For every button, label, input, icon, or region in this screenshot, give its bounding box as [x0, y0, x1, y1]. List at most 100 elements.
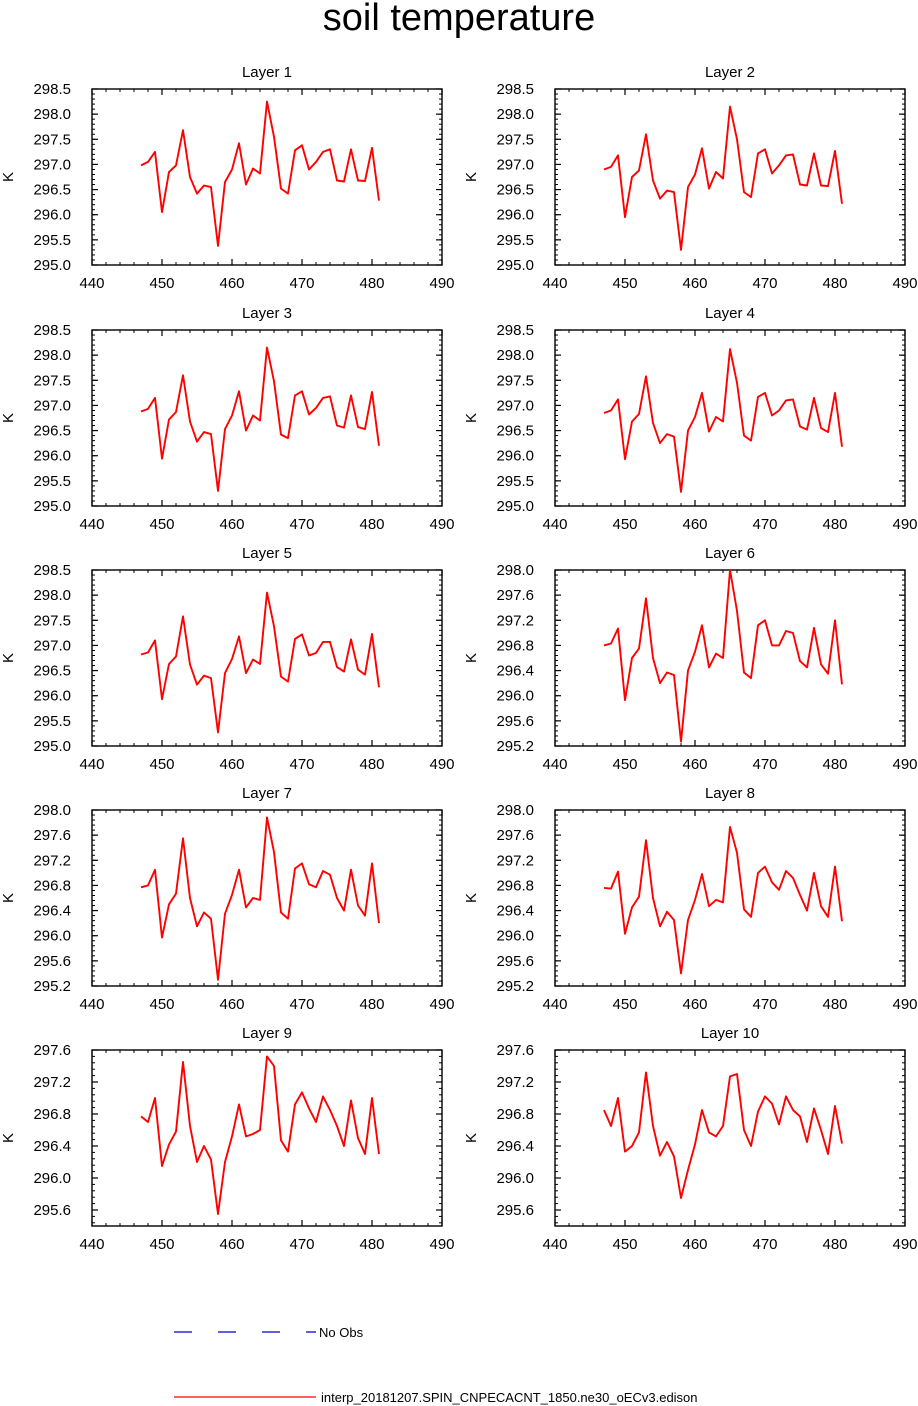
x-tick-label: 450 — [149, 275, 174, 292]
panel-layer-10: Layer 10 K 440 450 460 470 480 490 295.6 296.0 296… — [463, 1025, 918, 1253]
x-tick-label: 450 — [612, 1236, 637, 1253]
y-tick-label: 296.8 — [496, 637, 534, 654]
y-tick-label: 295.5 — [496, 232, 534, 249]
x-tick-label: 490 — [429, 996, 454, 1013]
y-tick-label: 298.0 — [33, 802, 71, 819]
x-tick-label: 490 — [429, 275, 454, 292]
x-tick-label: 480 — [359, 516, 384, 533]
y-tick-label: 298.5 — [33, 562, 71, 579]
x-tick-label: 440 — [79, 516, 104, 533]
y-tick-label: 296.8 — [496, 1106, 534, 1123]
y-tick-label: 297.6 — [33, 827, 71, 844]
legend-model-label: interp_20181207.SPIN_CNPECACNT_1850.ne30… — [321, 1390, 698, 1405]
y-tick-label: 297.2 — [33, 1074, 71, 1091]
panel-title: Layer 2 — [705, 64, 755, 81]
x-tick-label: 480 — [359, 996, 384, 1013]
x-tick-label: 480 — [822, 996, 847, 1013]
y-tick-label: 296.0 — [33, 688, 71, 705]
y-tick-label: 296.4 — [33, 1138, 71, 1155]
x-tick-label: 450 — [612, 756, 637, 773]
plot-frame — [554, 329, 906, 507]
panel-title: Layer 7 — [242, 785, 292, 802]
x-tick-label: 460 — [682, 756, 707, 773]
y-tick-label: 295.0 — [496, 257, 534, 274]
x-tick-label: 490 — [429, 1236, 454, 1253]
y-tick-label: 297.0 — [33, 637, 71, 654]
x-tick-label: 480 — [359, 756, 384, 773]
plot-frame — [91, 809, 443, 987]
x-tick-label: 480 — [822, 275, 847, 292]
y-tick-label: 295.5 — [33, 232, 71, 249]
x-tick-label: 490 — [429, 756, 454, 773]
plot-frame — [91, 569, 443, 747]
y-tick-label: 297.6 — [496, 827, 534, 844]
y-axis-label: K — [0, 893, 17, 903]
y-tick-label: 295.5 — [496, 473, 534, 490]
y-tick-label: 297.2 — [496, 1074, 534, 1091]
plot-frame — [554, 88, 906, 266]
panel-layer-8: Layer 8 K 440 450 460 470 480 490 295.2 295.6 296.… — [463, 785, 918, 1013]
y-tick-label: 298.0 — [33, 106, 71, 123]
x-tick-label: 440 — [542, 275, 567, 292]
x-tick-label: 450 — [149, 996, 174, 1013]
y-tick-label: 298.0 — [33, 587, 71, 604]
y-tick-label: 298.0 — [496, 802, 534, 819]
plot-frame — [554, 569, 906, 747]
y-tick-label: 295.2 — [496, 978, 534, 995]
panel-layer-1: Layer 1 K 440 450 460 470 480 490 295.0 295.5 296.… — [0, 64, 455, 292]
y-tick-label: 296.0 — [33, 207, 71, 224]
y-axis-label: K — [0, 653, 17, 663]
y-tick-label: 296.0 — [496, 1170, 534, 1187]
y-tick-label: 296.8 — [496, 877, 534, 894]
plot-frame — [91, 1049, 443, 1227]
y-tick-label: 297.0 — [33, 156, 71, 173]
x-tick-label: 460 — [219, 996, 244, 1013]
y-tick-label: 295.0 — [33, 257, 71, 274]
y-tick-label: 295.6 — [496, 953, 534, 970]
x-tick-label: 450 — [149, 516, 174, 533]
y-tick-label: 295.6 — [496, 1202, 534, 1219]
x-tick-label: 460 — [219, 1236, 244, 1253]
panel-title: Layer 5 — [242, 545, 292, 562]
plot-frame — [91, 88, 443, 266]
x-tick-label: 470 — [752, 1236, 777, 1253]
y-tick-label: 297.5 — [496, 372, 534, 389]
y-tick-label: 295.6 — [33, 953, 71, 970]
panel-layer-9: Layer 9 K 440 450 460 470 480 490 295.6 296.0 296.… — [0, 1025, 455, 1253]
x-tick-label: 440 — [542, 996, 567, 1013]
x-tick-label: 460 — [219, 516, 244, 533]
x-tick-label: 480 — [359, 275, 384, 292]
plot-frame — [554, 809, 906, 987]
x-tick-label: 480 — [822, 756, 847, 773]
y-axis-label: K — [463, 1133, 480, 1143]
y-tick-label: 297.2 — [496, 612, 534, 629]
series-line-model — [603, 348, 843, 493]
panel-title: Layer 1 — [242, 64, 292, 81]
x-tick-label: 480 — [822, 1236, 847, 1253]
legend: No Obs interp_20181207.SPIN_CNPECACNT_18… — [174, 1325, 698, 1405]
panel-layer-3: Layer 3 K 440 450 460 470 480 490 295.0 295.5 296.… — [0, 305, 455, 533]
x-tick-label: 480 — [359, 1236, 384, 1253]
series-line-model — [603, 105, 843, 251]
panel-title: Layer 8 — [705, 785, 755, 802]
panel-layer-4: Layer 4 K 440 450 460 470 480 490 295.0 295.5 296.… — [463, 305, 918, 533]
y-tick-label: 297.5 — [33, 131, 71, 148]
x-tick-label: 460 — [219, 275, 244, 292]
y-tick-label: 296.0 — [33, 448, 71, 465]
y-tick-label: 295.0 — [33, 498, 71, 515]
legend-obs-label: No Obs — [319, 1325, 364, 1340]
series-line-model — [140, 100, 380, 247]
y-axis-label: K — [463, 413, 480, 423]
y-tick-label: 296.0 — [496, 928, 534, 945]
x-tick-label: 470 — [752, 516, 777, 533]
x-tick-label: 460 — [682, 1236, 707, 1253]
x-tick-label: 440 — [542, 516, 567, 533]
y-tick-label: 295.5 — [33, 473, 71, 490]
x-tick-label: 450 — [149, 1236, 174, 1253]
y-tick-label: 297.6 — [496, 587, 534, 604]
x-tick-label: 490 — [892, 275, 917, 292]
series-line-model — [140, 1055, 380, 1215]
y-tick-label: 298.0 — [33, 347, 71, 364]
plot-frame — [91, 329, 443, 507]
